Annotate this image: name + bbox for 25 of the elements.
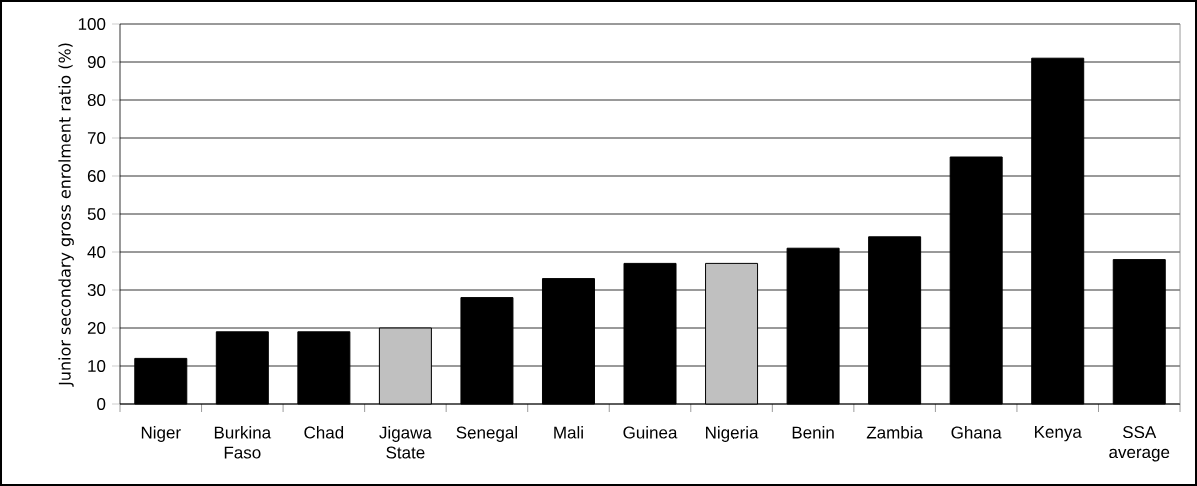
x-tick-label: Ghana — [951, 426, 1002, 439]
y-tick-label: 40 — [87, 245, 106, 259]
y-tick-label: 20 — [87, 321, 106, 335]
y-tick-label: 90 — [87, 55, 106, 69]
x-tick-label: Zambia — [866, 426, 923, 439]
x-tick-label: Nigeria — [706, 426, 759, 442]
y-tick-label: 0 — [97, 397, 106, 411]
x-tick-label: Niger — [141, 426, 181, 442]
y-tick-label: 70 — [87, 131, 106, 145]
x-tick-label: Guinea — [623, 426, 678, 439]
x-tick-label: SSA average — [1109, 426, 1170, 462]
x-tick-label: Kenya — [1035, 426, 1082, 442]
x-tick-label: Burkina Faso — [214, 426, 272, 459]
y-axis-title: Junior secondary gross enrolment ratio (%) — [58, 43, 74, 387]
x-tick-label: Benin — [792, 426, 834, 439]
y-tick-label: 80 — [87, 93, 106, 107]
y-tick-label: 30 — [87, 283, 106, 297]
x-tick-label: Chad — [304, 426, 344, 439]
x-tick-label: Senegal — [456, 426, 517, 442]
y-tick-label: 100 — [78, 17, 106, 31]
x-tick-label: Mali — [554, 426, 583, 439]
y-tick-label: 60 — [87, 169, 106, 183]
x-tick-label: Jigawa State — [379, 426, 432, 459]
y-tick-label: 50 — [87, 207, 106, 221]
y-tick-label: 10 — [88, 359, 106, 373]
